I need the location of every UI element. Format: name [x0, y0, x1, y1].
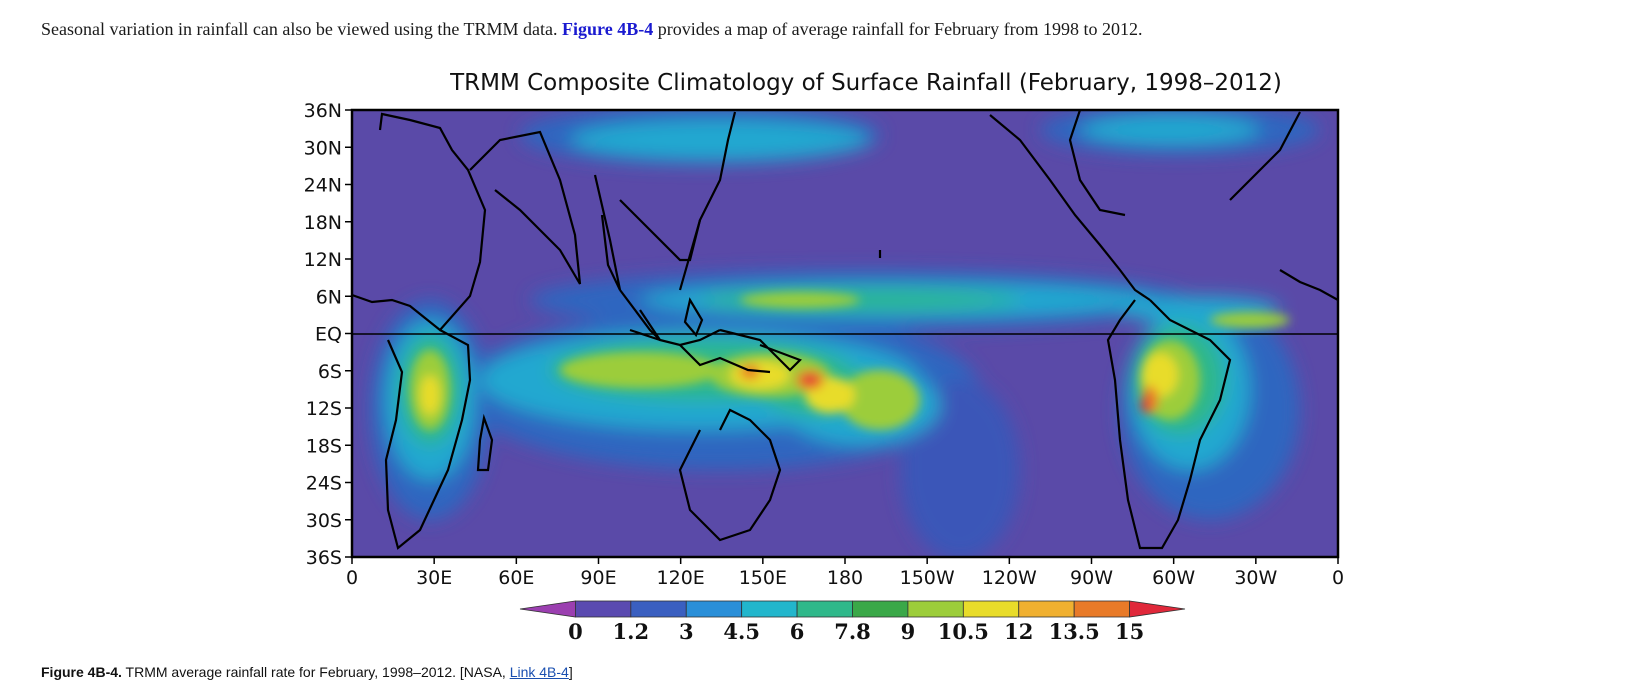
- caption-label: Figure 4B-4.: [41, 664, 122, 680]
- lat-tick-label: 18N: [304, 212, 342, 234]
- colorbar: 0 1.2 3 4.5 6 7.8 9 10.5 12 13.5 15: [519, 600, 1186, 644]
- lat-tick-label: 12N: [304, 249, 342, 271]
- figure-link[interactable]: Figure 4B-4: [562, 19, 654, 39]
- colorbar-swatch: [907, 600, 964, 618]
- colorbar-tick-label: 0: [568, 619, 583, 644]
- lat-tick-label: 12S: [306, 398, 342, 420]
- colorbar-swatch: [575, 600, 632, 618]
- colorbar-swatch: [1073, 600, 1130, 618]
- colorbar-tick-label: 13.5: [1049, 619, 1100, 644]
- colorbar-tick-label: 15: [1115, 619, 1144, 644]
- lon-tick-label: 60E: [498, 567, 534, 589]
- caption-text: TRMM average rainfall rate for February,…: [121, 664, 510, 680]
- coastlines: [352, 110, 1338, 550]
- colorbar-tick-label: 3: [679, 619, 694, 644]
- colorbar-tick-label: 4.5: [723, 619, 760, 644]
- colorbar-tick-label: 9: [901, 619, 916, 644]
- lat-tick-label: 36N: [304, 100, 342, 122]
- lon-tick-label: 150W: [900, 567, 955, 589]
- colorbar-swatch: [685, 600, 743, 618]
- colorbar-swatch: [1018, 600, 1075, 618]
- colorbar-swatch: [630, 600, 687, 618]
- colorbar-tick-label: 6: [790, 619, 805, 644]
- colorbar-swatch: [796, 600, 853, 618]
- lon-tick-label: 30E: [416, 567, 452, 589]
- colorbar-tick-label: 12: [1004, 619, 1033, 644]
- colorbar-tick-label: 1.2: [613, 619, 650, 644]
- colorbar-swatch: [1129, 600, 1186, 618]
- lat-tick-label: EQ: [315, 324, 342, 346]
- lon-tick-label: 150E: [739, 567, 787, 589]
- lat-tick-label: 6S: [318, 361, 342, 383]
- intro-text-before: Seasonal variation in rainfall can also …: [41, 19, 563, 39]
- lat-tick-label: 24N: [304, 175, 342, 197]
- colorbar-swatch: [852, 600, 909, 618]
- lon-tick-label: 60W: [1152, 567, 1195, 589]
- lat-tick-label: 24S: [306, 473, 342, 495]
- colorbar-swatch: [962, 600, 1020, 618]
- lon-tick-label: 30W: [1234, 567, 1277, 589]
- lat-tick-label: 6N: [316, 286, 342, 308]
- lat-tick-label: 18S: [306, 435, 342, 457]
- lon-tick-label: 120E: [657, 567, 705, 589]
- colorbar-tick-label: 7.8: [834, 619, 871, 644]
- intro-text-after: provides a map of average rainfall for F…: [653, 19, 1143, 39]
- lon-tick-label: 180: [827, 567, 863, 589]
- lon-tick-label: 0: [346, 567, 358, 589]
- colorbar-tick-label: 10.5: [938, 619, 989, 644]
- lon-tick-label: 0: [1332, 567, 1344, 589]
- lat-tick-label: 30S: [306, 510, 342, 532]
- rainfall-map-figure: TRMM Composite Climatology of Surface Ra…: [304, 70, 1344, 644]
- caption-source-link[interactable]: Link 4B-4: [509, 664, 569, 680]
- colorbar-swatch: [741, 600, 798, 618]
- map-title: TRMM Composite Climatology of Surface Ra…: [449, 70, 1282, 96]
- intro-paragraph: Seasonal variation in rainfall can also …: [41, 19, 1143, 40]
- rainfall-field: [352, 110, 1338, 557]
- longitude-axis: 0 30E 60E 90E 120E 150E 180 150W 120W 90W 60W 30W 0: [346, 557, 1344, 589]
- lat-tick-label: 30N: [304, 137, 342, 159]
- latitude-axis: 36N 30N 24N 18N 12N 6N EQ 6S 12S 18S 24S 30S 36S: [304, 100, 352, 569]
- lon-tick-label: 90E: [580, 567, 616, 589]
- lat-tick-label: 36S: [306, 547, 342, 569]
- caption-end: ]: [568, 664, 573, 680]
- lon-tick-label: 120W: [982, 567, 1037, 589]
- lon-tick-label: 90W: [1070, 567, 1113, 589]
- figure-caption: Figure 4B-4. TRMM average rainfall rate …: [41, 664, 573, 680]
- colorbar-swatch: [519, 600, 576, 618]
